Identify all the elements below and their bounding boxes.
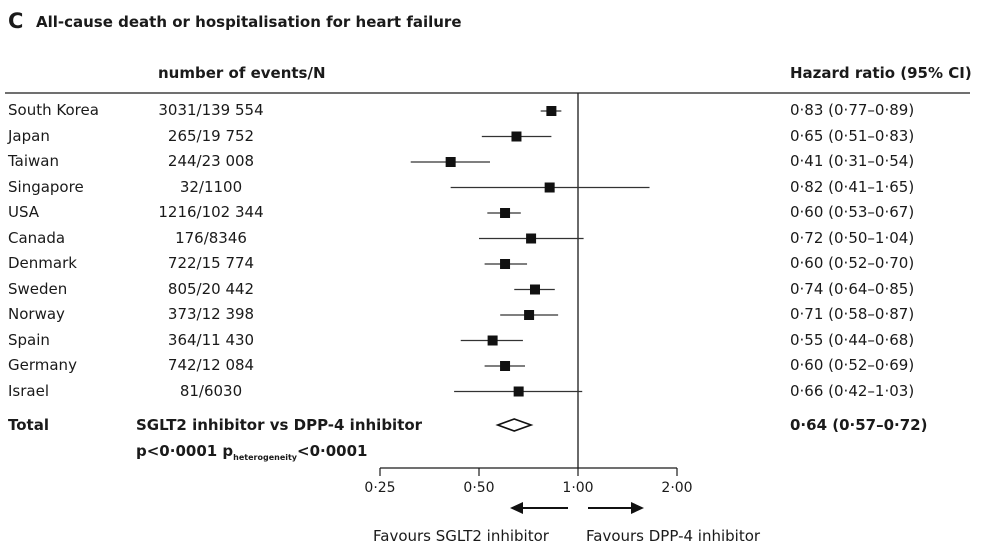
- hr-value: 0·83 (0·77–0·89): [790, 101, 915, 119]
- arrow-right-head: [631, 502, 644, 514]
- favours-right-label: Favours DPP-4 inhibitor: [586, 527, 761, 545]
- point-estimate: [487, 335, 498, 346]
- p-value-suffix: <0·0001: [297, 442, 368, 460]
- events-value: 373/12 398: [167, 305, 255, 323]
- country-label: South Korea: [8, 101, 99, 119]
- country-label: Sweden: [8, 279, 68, 298]
- events-value: 265/19 752: [167, 126, 255, 145]
- hr-value: 0·60 (0·52–0·69): [790, 356, 915, 374]
- events-value: 722/15 774: [167, 254, 255, 272]
- forest-marks: 0·25 0·50 1·00 2·00: [364, 93, 693, 514]
- events-value: 742/12 084: [167, 356, 255, 374]
- events-value: 1216/102 344: [158, 203, 264, 221]
- p-value-prefix: p<0·0001 p: [136, 442, 234, 460]
- point-estimate: [500, 259, 511, 269]
- country-label: Canada: [8, 228, 66, 247]
- x-tick-label: 1·00: [562, 480, 593, 496]
- point-estimate: [526, 233, 537, 244]
- hr-value: 0·74 (0·64–0·85): [790, 279, 915, 298]
- hr-value: 0·65 (0·51–0·83): [790, 126, 915, 145]
- events-value: 81/6030: [179, 381, 243, 400]
- events-value: 32/1100: [179, 177, 243, 196]
- p-value-subscript: heterogeneity: [233, 453, 298, 462]
- point-estimate: [529, 284, 540, 295]
- point-estimate: [500, 208, 511, 218]
- hr-value: 0·60 (0·52–0·70): [790, 254, 915, 272]
- country-label: Taiwan: [8, 152, 60, 170]
- point-estimate: [500, 361, 511, 371]
- total-hr-text: 0·64 (0·57–0·72): [790, 416, 928, 434]
- total-diamond: [495, 418, 534, 432]
- point-estimate: [513, 386, 524, 397]
- x-tick-label: 0·25: [364, 480, 395, 496]
- point-estimate: [524, 310, 535, 320]
- hr-value: 0·82 (0·41–1·65): [790, 177, 915, 196]
- events-value: 244/23 008: [167, 152, 255, 170]
- country-label: Spain: [8, 330, 50, 349]
- p-value-line: p<0·0001 pheterogeneity<0·0001: [136, 442, 367, 462]
- country-label: Germany: [8, 356, 77, 374]
- x-tick-label: 0·50: [463, 480, 494, 496]
- hr-value: 0·41 (0·31–0·54): [790, 152, 915, 170]
- point-estimate: [511, 131, 522, 142]
- hr-column-header: Hazard ratio (95% CI): [790, 64, 972, 82]
- point-estimate: [546, 106, 557, 116]
- favours-left-label: Favours SGLT2 inhibitor: [373, 527, 549, 545]
- panel-letter: C: [8, 9, 24, 33]
- hr-value: 0·66 (0·42–1·03): [790, 381, 915, 400]
- events-value: 805/20 442: [167, 279, 255, 298]
- country-label: USA: [8, 203, 40, 221]
- hr-value: 0·60 (0·53–0·67): [790, 203, 915, 221]
- country-label: Japan: [8, 126, 50, 145]
- events-column-header: number of events/N: [158, 64, 326, 82]
- arrow-left-head: [510, 502, 523, 514]
- point-estimate: [445, 157, 456, 167]
- events-value: 176/8346: [175, 228, 247, 247]
- events-value: 3031/139 554: [158, 101, 264, 119]
- events-value: 364/11 430: [167, 330, 255, 349]
- country-label: Israel: [8, 381, 49, 400]
- country-label: Denmark: [8, 254, 77, 272]
- hr-value: 0·71 (0·58–0·87): [790, 305, 915, 323]
- chart-title: All-cause death or hospitalisation for h…: [36, 13, 462, 31]
- x-tick-label: 2·00: [661, 480, 692, 496]
- country-label: Norway: [8, 305, 65, 323]
- hr-value: 0·72 (0·50–1·04): [790, 228, 915, 247]
- point-estimate: [544, 182, 555, 193]
- country-label: Singapore: [8, 177, 84, 196]
- total-label: Total: [8, 416, 49, 434]
- total-comparison: SGLT2 inhibitor vs DPP-4 inhibitor: [136, 416, 423, 434]
- hr-value: 0·55 (0·44–0·68): [790, 330, 915, 349]
